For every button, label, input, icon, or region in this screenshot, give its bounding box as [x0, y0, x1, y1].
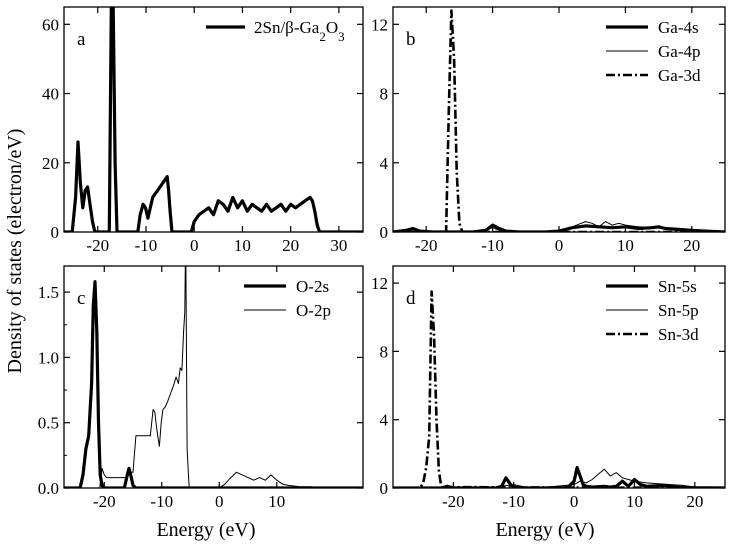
legend-label-d: Sn-5p	[658, 301, 699, 320]
y-tick-label: 1.0	[38, 348, 59, 367]
x-tick-label: 0	[215, 492, 224, 511]
y-tick-label: 0	[380, 479, 389, 498]
y-tick-label: 4	[380, 154, 389, 173]
plot-frame-a	[63, 6, 364, 233]
y-tick-label: 0	[51, 223, 60, 242]
x-tick-label: 10	[268, 492, 285, 511]
y-tick-label: 0.5	[38, 414, 59, 433]
y-axis-title: Density of states (electron/eV)	[4, 129, 26, 374]
series-line-b-ga-4p	[393, 221, 725, 232]
panel-label-b: b	[406, 29, 416, 50]
x-tick-label: -20	[442, 492, 465, 511]
x-tick-label: 20	[282, 236, 299, 255]
x-tick-label: 0	[190, 236, 199, 255]
y-tick-label: 1.5	[38, 283, 59, 302]
legend-label-a: 2Sn/β-Ga2O3	[254, 18, 345, 44]
plot-frame-b	[392, 6, 726, 233]
plot-frame-d	[392, 265, 726, 489]
x-tick-label: -20	[93, 492, 116, 511]
x-tick-label: -10	[135, 236, 158, 255]
legend-label-b: Ga-4p	[658, 42, 700, 61]
y-tick-label: 12	[371, 274, 388, 293]
x-axis-title-left: Energy (eV)	[156, 519, 255, 541]
series-line-d-sn-5p	[393, 468, 725, 488]
legend-label-d: Sn-5s	[658, 277, 697, 296]
legend-label-b: Ga-3d	[658, 66, 701, 85]
y-tick-label: 60	[42, 15, 59, 34]
x-tick-label: 0	[555, 236, 564, 255]
panel-label-a: a	[77, 29, 86, 50]
y-tick-label: 0.0	[38, 479, 59, 498]
series-line-c-o-2p	[64, 266, 363, 488]
series-line-a-2sn-ga2o3	[64, 7, 363, 232]
plot-frame-c	[63, 265, 364, 489]
legend-label-d: Sn-3d	[658, 325, 699, 344]
y-tick-label: 0	[380, 223, 389, 242]
x-tick-label: -20	[415, 236, 438, 255]
x-tick-label: -10	[481, 236, 504, 255]
x-tick-label: 10	[617, 236, 634, 255]
x-tick-label: -20	[86, 236, 109, 255]
x-tick-label: 20	[683, 236, 700, 255]
y-tick-label: 4	[380, 411, 389, 430]
legend-label-c: O-2s	[296, 277, 329, 296]
panel-b: -20 -10 0 10 20 0 4 8 12 b Ga-4s Ga-4p Ga-3d	[371, 6, 726, 255]
panel-label-c: c	[77, 288, 85, 309]
panel-a: -20 -10 0 10 20 30 0 20 40 60 a 2Sn/β-Ga2O3	[42, 6, 364, 255]
y-tick-label: 8	[380, 85, 389, 104]
x-tick-label: 20	[686, 492, 703, 511]
x-tick-label: -10	[502, 492, 525, 511]
x-tick-label: 10	[626, 492, 643, 511]
panel-label-d: d	[406, 288, 416, 309]
panel-c: -20 -10 0 10 0.0 0.5 1.0 1.5 c O-2s O-2p	[38, 265, 364, 511]
x-tick-label: 0	[570, 492, 579, 511]
y-tick-label: 20	[42, 154, 59, 173]
x-axis-title-right: Energy (eV)	[495, 519, 594, 541]
y-tick-label: 12	[371, 15, 388, 34]
series-line-d-sn-3d	[393, 290, 725, 488]
x-tick-label: 30	[330, 236, 347, 255]
panel-d: -20 -10 0 10 20 0 4 8 12 d Sn-5s Sn-5p Sn-3d	[371, 265, 726, 511]
y-tick-label: 8	[380, 342, 389, 361]
legend-label-b: Ga-4s	[658, 18, 699, 37]
x-tick-label: -10	[150, 492, 173, 511]
legend-label-c: O-2p	[296, 301, 331, 320]
y-tick-label: 40	[42, 85, 59, 104]
x-tick-label: 10	[234, 236, 251, 255]
